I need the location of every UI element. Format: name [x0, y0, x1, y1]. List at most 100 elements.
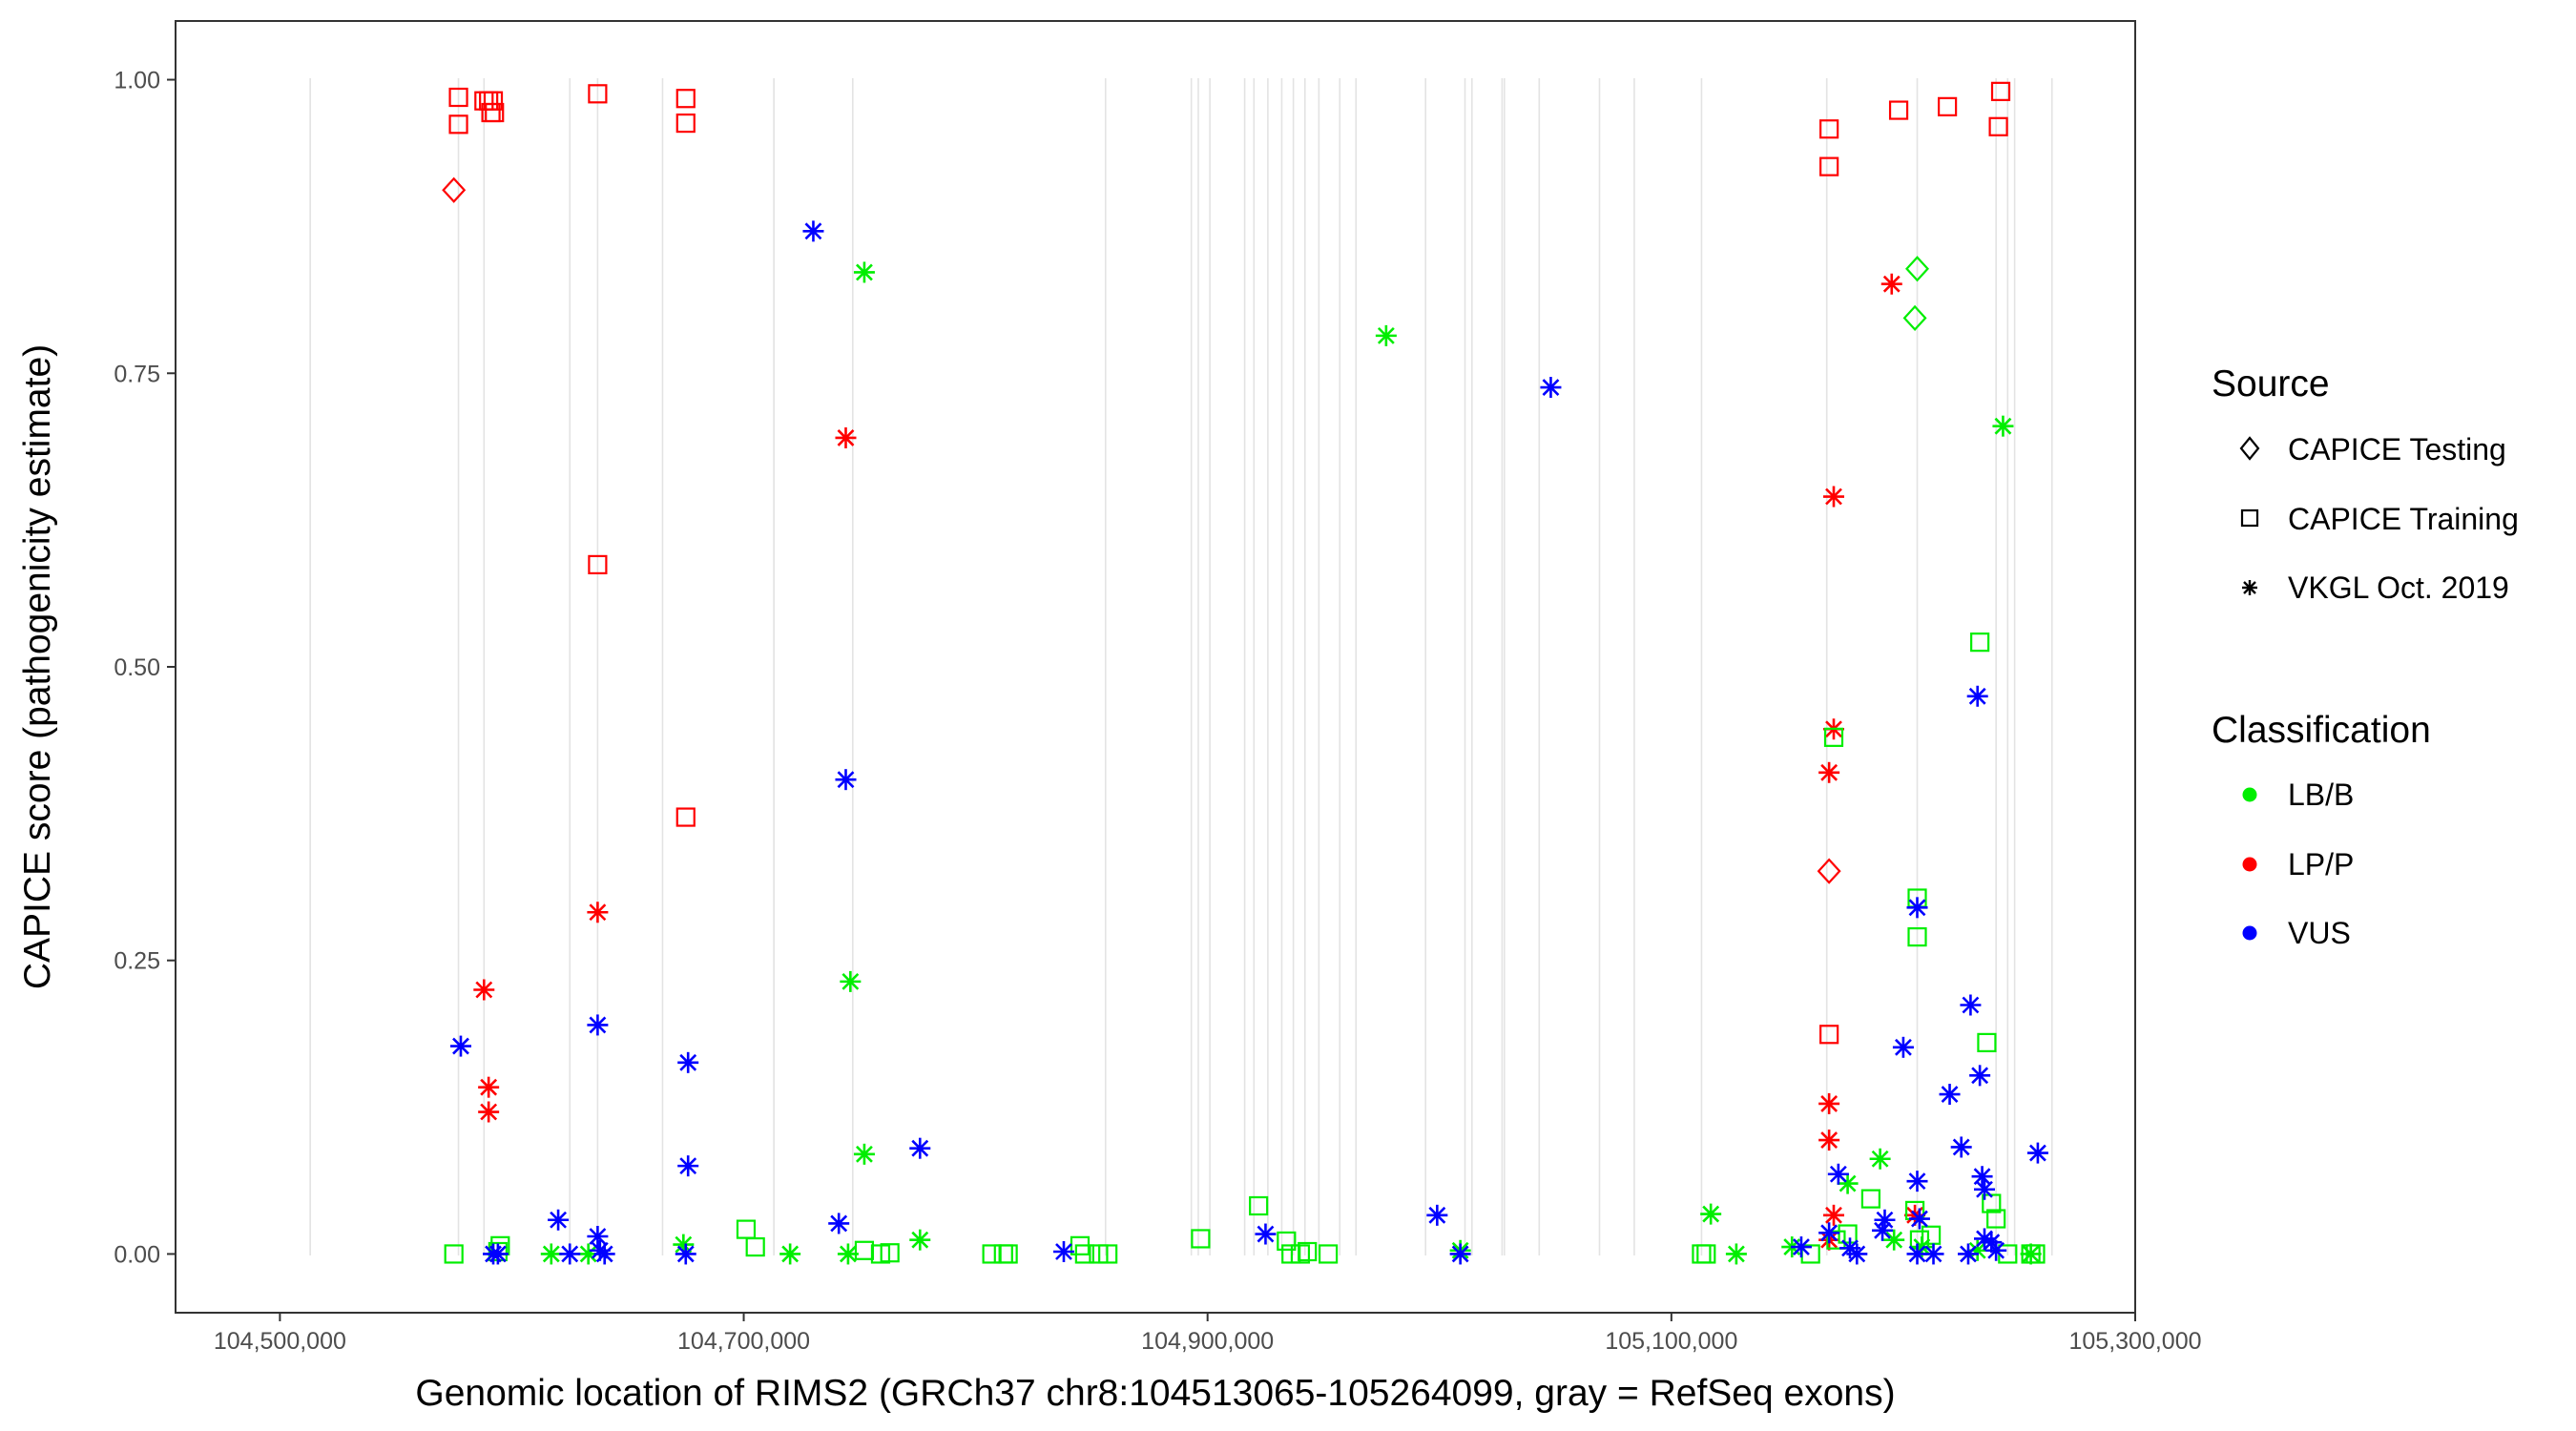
data-point-asterisk[interactable]: [1700, 1203, 1722, 1225]
data-point-asterisk[interactable]: [1255, 1223, 1277, 1245]
data-point-square[interactable]: [1826, 1230, 1846, 1250]
data-point-asterisk[interactable]: [1883, 1229, 1905, 1251]
data-point-asterisk[interactable]: [1818, 1222, 1840, 1244]
data-point-square[interactable]: [1921, 1225, 1942, 1245]
data-point-asterisk[interactable]: [487, 1243, 509, 1265]
data-point-square[interactable]: [1819, 119, 1839, 139]
data-point-asterisk[interactable]: [835, 426, 857, 448]
data-point-square[interactable]: [1819, 156, 1839, 176]
data-point-asterisk[interactable]: [478, 1101, 500, 1123]
data-point-asterisk[interactable]: [1790, 1236, 1812, 1258]
data-point-asterisk[interactable]: [1906, 897, 1928, 919]
data-point-asterisk[interactable]: [1908, 1208, 1930, 1230]
data-point-asterisk[interactable]: [828, 1213, 850, 1234]
data-point-asterisk[interactable]: [840, 970, 862, 992]
data-point-square[interactable]: [448, 87, 468, 108]
data-point-asterisk[interactable]: [677, 1155, 699, 1177]
data-point-diamond[interactable]: [1902, 304, 1927, 332]
data-point-asterisk[interactable]: [909, 1137, 931, 1159]
data-point-square[interactable]: [1191, 1229, 1211, 1249]
data-point-square[interactable]: [1907, 927, 1927, 947]
data-point-square[interactable]: [588, 554, 608, 575]
data-point-asterisk[interactable]: [1892, 1036, 1914, 1058]
data-point-asterisk[interactable]: [1906, 1171, 1928, 1192]
data-point-square[interactable]: [1888, 100, 1909, 120]
data-point-square[interactable]: [483, 91, 504, 111]
data-point-square[interactable]: [675, 89, 696, 109]
data-point-square[interactable]: [1977, 1032, 1997, 1052]
data-point-asterisk[interactable]: [2026, 1142, 2048, 1164]
data-point-square[interactable]: [1696, 1244, 1716, 1264]
data-point-square[interactable]: [1988, 116, 2008, 136]
data-point-asterisk[interactable]: [853, 1143, 875, 1165]
data-point-square[interactable]: [1098, 1244, 1118, 1264]
data-point-diamond[interactable]: [1817, 858, 1841, 884]
data-point-asterisk[interactable]: [559, 1243, 581, 1265]
data-point-square[interactable]: [1938, 96, 1958, 116]
data-point-asterisk[interactable]: [1846, 1243, 1868, 1265]
data-point-asterisk[interactable]: [1818, 1130, 1840, 1151]
data-point-asterisk[interactable]: [1974, 1178, 1995, 1200]
data-point-asterisk[interactable]: [675, 1243, 696, 1265]
data-point-asterisk[interactable]: [1880, 273, 1902, 295]
data-point-asterisk[interactable]: [473, 979, 495, 1001]
data-point-asterisk[interactable]: [1052, 1240, 1074, 1262]
data-point-asterisk[interactable]: [2020, 1243, 2042, 1265]
legend-source-training[interactable]: CAPICE Training: [2240, 502, 2519, 536]
data-point-square[interactable]: [1990, 81, 2011, 101]
data-point-square[interactable]: [880, 1243, 900, 1263]
data-point-square[interactable]: [998, 1244, 1018, 1264]
data-point-square[interactable]: [1986, 1209, 2006, 1229]
data-point-asterisk[interactable]: [1969, 1065, 1991, 1087]
data-point-asterisk[interactable]: [587, 1014, 609, 1036]
data-point-diamond[interactable]: [1905, 256, 1930, 282]
data-point-asterisk[interactable]: [1966, 685, 1988, 707]
data-point-asterisk[interactable]: [1818, 761, 1840, 783]
data-point-square[interactable]: [485, 102, 505, 123]
data-point-asterisk[interactable]: [779, 1243, 801, 1265]
data-point-asterisk[interactable]: [1957, 1243, 1979, 1265]
data-point-asterisk[interactable]: [540, 1243, 562, 1265]
legend-class-lbb[interactable]: LB/B: [2242, 778, 2355, 812]
data-point-square[interactable]: [444, 1244, 464, 1264]
data-point-asterisk[interactable]: [1869, 1148, 1891, 1170]
data-point-asterisk[interactable]: [593, 1243, 615, 1265]
data-point-asterisk[interactable]: [1985, 1239, 2007, 1261]
data-point-asterisk[interactable]: [1449, 1243, 1471, 1265]
data-point-asterisk[interactable]: [449, 1035, 471, 1057]
data-point-asterisk[interactable]: [587, 1225, 609, 1247]
data-point-asterisk[interactable]: [478, 1076, 500, 1098]
data-point-square[interactable]: [1860, 1189, 1880, 1209]
data-point-square[interactable]: [1318, 1244, 1339, 1264]
data-point-square[interactable]: [675, 113, 696, 134]
data-point-square[interactable]: [745, 1236, 765, 1257]
data-point-asterisk[interactable]: [1375, 324, 1397, 346]
data-point-asterisk[interactable]: [1426, 1204, 1448, 1226]
data-point-asterisk[interactable]: [1992, 415, 2014, 437]
data-point-asterisk[interactable]: [1827, 1163, 1849, 1185]
data-point-asterisk[interactable]: [548, 1209, 570, 1231]
data-point-asterisk[interactable]: [677, 1051, 699, 1073]
legend-source-vkgl[interactable]: VKGL Oct. 2019: [2242, 570, 2509, 605]
data-point-asterisk[interactable]: [1939, 1084, 1961, 1106]
data-point-asterisk[interactable]: [1540, 377, 1562, 399]
data-point-square[interactable]: [1249, 1195, 1269, 1216]
data-point-square[interactable]: [448, 114, 468, 135]
data-point-square[interactable]: [1074, 1244, 1094, 1264]
data-point-square[interactable]: [1290, 1244, 1311, 1264]
data-point-asterisk[interactable]: [1950, 1136, 1972, 1158]
data-point-asterisk[interactable]: [1922, 1243, 1944, 1265]
data-point-square[interactable]: [1298, 1241, 1318, 1262]
data-point-asterisk[interactable]: [1818, 1092, 1840, 1114]
data-point-asterisk[interactable]: [1725, 1243, 1747, 1265]
data-point-square[interactable]: [1277, 1231, 1297, 1252]
data-point-asterisk[interactable]: [1960, 994, 1982, 1016]
data-point-square[interactable]: [588, 84, 608, 104]
data-point-square[interactable]: [1819, 1025, 1839, 1045]
data-point-square[interactable]: [1970, 633, 1990, 653]
data-point-diamond[interactable]: [442, 176, 467, 203]
data-point-asterisk[interactable]: [587, 902, 609, 923]
data-point-asterisk[interactable]: [1874, 1209, 1896, 1231]
data-point-asterisk[interactable]: [802, 220, 824, 242]
data-point-asterisk[interactable]: [837, 1243, 859, 1265]
